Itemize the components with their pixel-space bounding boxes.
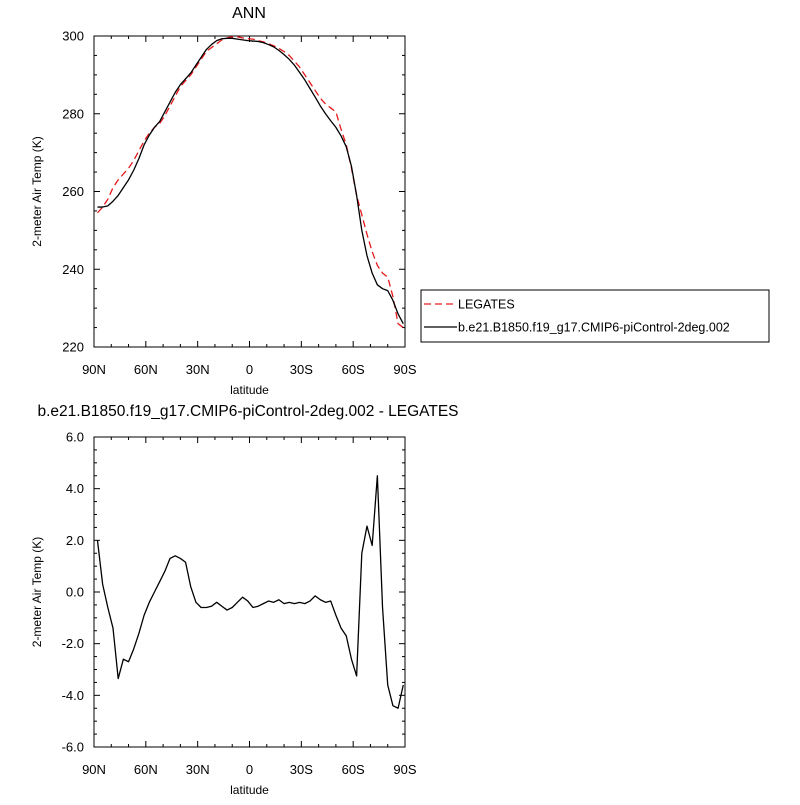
chart-1-x-tick-label: 30N (186, 362, 210, 377)
chart-2-plot-frame (93, 436, 406, 748)
chart-2-y-tick-label: 6.0 (66, 430, 84, 445)
chart-2-x-tick-label: 30N (186, 762, 210, 777)
chart-1-series-line-1 (96, 36, 404, 329)
chart-1-plot-frame (93, 35, 406, 348)
chart-1-x-tick-label: 60N (134, 362, 158, 377)
legend-box (420, 289, 770, 343)
chart-1-y-axis-label: 2-meter Air Temp (K) (30, 136, 44, 246)
chart-2-y-tick-label: 0.0 (66, 585, 84, 600)
chart-1-y-tick-label: 260 (62, 184, 84, 199)
chart-1-y-tick-label: 300 (62, 29, 84, 44)
chart-1-x-tick-label: 30S (290, 362, 313, 377)
chart-2-x-tick-label: 90N (82, 762, 106, 777)
chart-1-x-tick-label: 60S (342, 362, 365, 377)
chart-1-y-tick-label: 280 (62, 106, 84, 121)
chart-2-title: b.e21.B1850.f19_g17.CMIP6-piControl-2deg… (37, 403, 458, 420)
chart-2-y-tick-label: -6.0 (62, 740, 84, 755)
chart-2-y-axis-label: 2-meter Air Temp (K) (30, 537, 44, 647)
chart-2-x-tick-label: 0 (246, 762, 253, 777)
chart-1-y-tick-label: 240 (62, 262, 84, 277)
chart-2-y-tick-label: 4.0 (66, 481, 84, 496)
chart-2-x-tick-label: 30S (290, 762, 313, 777)
chart-2-y-tick-label: -4.0 (62, 688, 84, 703)
chart-2-x-tick-label: 60S (342, 762, 365, 777)
chart-2-x-tick-label: 60N (134, 762, 158, 777)
chart-1-x-tick-label: 90S (393, 362, 416, 377)
chart-2-series-line-1 (96, 475, 404, 709)
chart-2-x-tick-label: 90S (393, 762, 416, 777)
chart-1-x-tick-label: 90N (82, 362, 106, 377)
legend-label-2: b.e21.B1850.f19_g17.CMIP6-piControl-2deg… (458, 321, 730, 335)
chart-1-title: ANN (232, 5, 266, 22)
chart-1-x-tick-label: 0 (246, 362, 253, 377)
chart-1-x-axis-label: latitude (230, 383, 269, 397)
chart-2-y-tick-label: 2.0 (66, 533, 84, 548)
chart-2-x-axis-label: latitude (230, 783, 269, 797)
legend-label-1: LEGATES (458, 298, 515, 312)
chart-2-y-tick-label: -2.0 (62, 636, 84, 651)
chart-1-y-tick-label: 220 (62, 340, 84, 355)
chart-1-series-line-2 (97, 37, 404, 324)
